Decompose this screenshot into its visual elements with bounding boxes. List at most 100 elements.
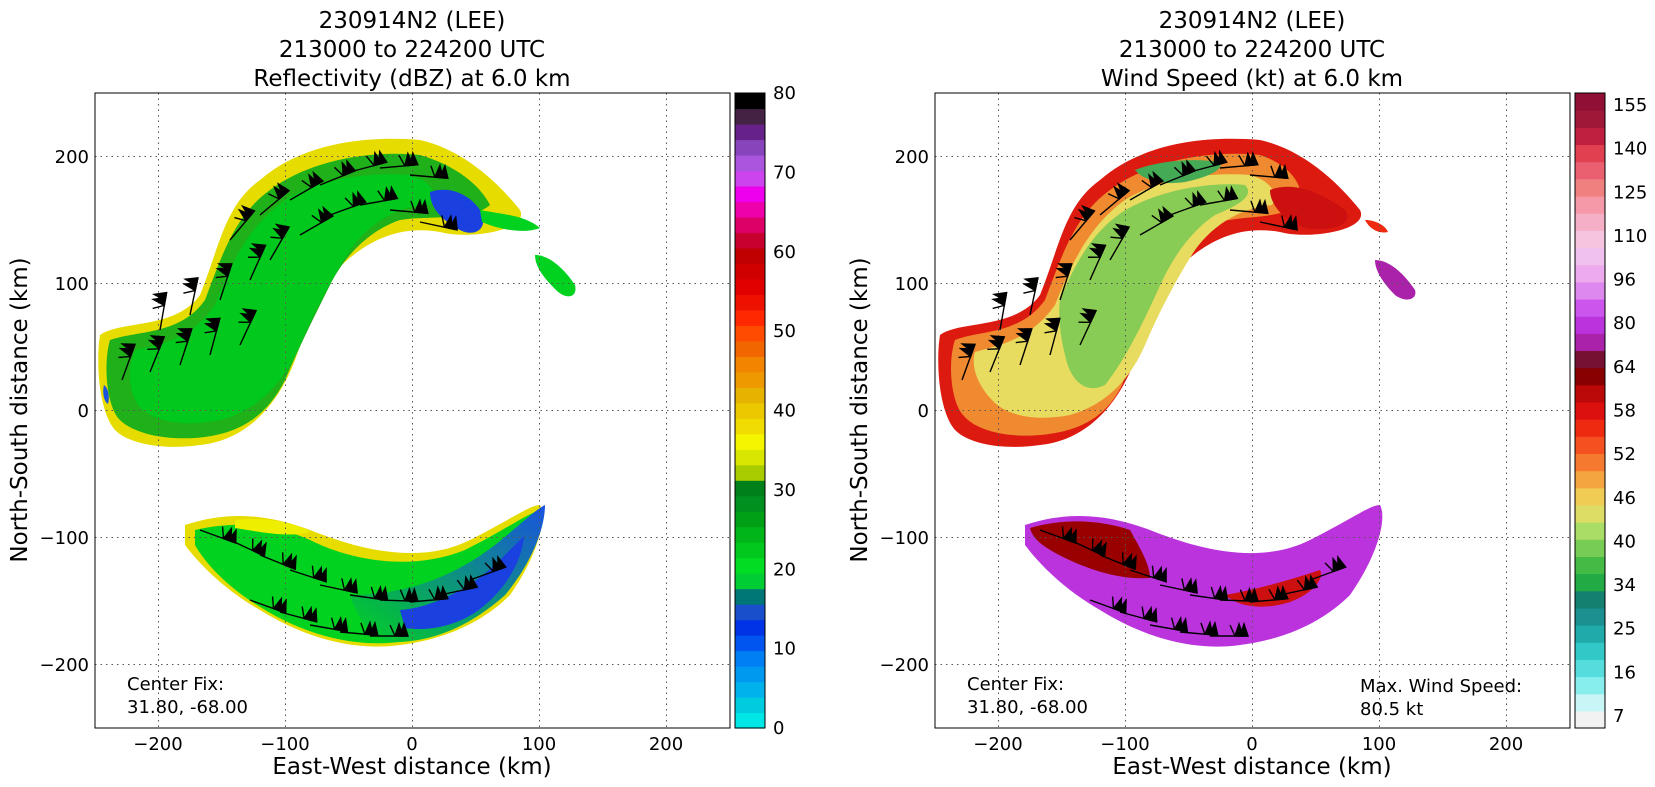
reflectivity-colorbar-band — [735, 247, 765, 264]
wind-barb — [1219, 586, 1259, 603]
wind-barb — [1022, 277, 1039, 316]
reflectivity-south-band-deepblue — [400, 536, 524, 630]
wind-speed-ytick: 200 — [895, 147, 929, 168]
wind-barb — [203, 317, 221, 356]
wind-barb — [279, 605, 318, 623]
wind-speed-colorbar-labels: 7 16 25 34 40 46 52 58 64 80 96 110 125 140 155 — [1613, 95, 1647, 727]
wind-speed-colorbar-band — [1575, 539, 1605, 557]
reflectivity-north-isolated-cell — [535, 255, 576, 297]
reflectivity-colorbar — [735, 93, 765, 729]
wind-barb — [118, 343, 136, 381]
wind-barb — [1219, 150, 1259, 169]
reflectivity-colorbar-band — [735, 495, 765, 512]
reflectivity-colorbar-band — [735, 433, 765, 450]
wind-speed-colorbar-band — [1575, 178, 1605, 197]
wind-barb — [1078, 308, 1098, 346]
wind-barb — [469, 555, 507, 581]
wind-speed-title: 230914N2 (LEE) 213000 to 224200 UTC Wind… — [1101, 8, 1403, 92]
wind-barb — [249, 596, 287, 614]
reflectivity-center-fix-line-2: 31.80, -68.00 — [127, 697, 248, 718]
wind-barb — [1139, 205, 1175, 236]
wind-speed-colorbar-band — [1575, 470, 1605, 489]
wind-barb — [1149, 616, 1189, 633]
reflectivity-xtick: 200 — [649, 734, 683, 755]
reflectivity-title-line-1: 230914N2 (LEE) — [319, 8, 506, 34]
wind-speed-colorbar — [1575, 93, 1605, 729]
reflectivity-colorbar-band — [735, 511, 765, 528]
wind-barb — [259, 552, 297, 571]
reflectivity-colorbar-band — [735, 635, 765, 652]
wind-barb — [1179, 620, 1219, 637]
wind-barb — [1109, 223, 1131, 261]
wind-speed-colorbar-label: 7 — [1613, 706, 1624, 727]
reflectivity-center-fix-annotation: Center Fix: 31.80, -68.00 — [127, 674, 248, 718]
wind-speed-north-isolated-red — [1365, 220, 1388, 233]
reflectivity-ytick: −100 — [40, 528, 89, 549]
wind-barb — [1309, 555, 1347, 581]
reflectivity-colorbar-label: 20 — [773, 559, 796, 580]
wind-barb — [439, 574, 479, 596]
reflectivity-colorbar-band — [735, 201, 765, 218]
wind-barb — [319, 577, 358, 594]
wind-barb — [229, 538, 267, 558]
wind-barb — [309, 616, 349, 633]
wind-speed-colorbar-band — [1575, 127, 1605, 146]
wind-barb — [1043, 317, 1061, 356]
wind-speed-colorbar-band — [1575, 504, 1605, 523]
wind-speed-colorbar-label: 64 — [1613, 357, 1636, 378]
wind-barb — [175, 328, 193, 366]
wind-barb — [379, 586, 419, 603]
wind-speed-colorbar-label: 34 — [1613, 575, 1636, 596]
wind-barb — [289, 565, 327, 583]
wind-speed-colorbar-band — [1575, 247, 1605, 266]
wind-barb — [409, 584, 449, 603]
wind-speed-title-line-2: 213000 to 224200 UTC — [1119, 37, 1385, 63]
wind-speed-colorbar-band — [1575, 316, 1605, 334]
reflectivity-colorbar-band — [735, 154, 765, 172]
reflectivity-colorbar-band — [735, 480, 765, 497]
reflectivity-colorbar-band — [735, 681, 765, 698]
wind-speed-colorbar-band — [1575, 213, 1605, 231]
wind-speed-y-axis-label: North-South distance (km) — [847, 257, 873, 562]
reflectivity-colorbar-band — [735, 697, 765, 714]
wind-speed-colorbar-band — [1575, 590, 1605, 609]
reflectivity-colorbar-band — [735, 418, 765, 435]
reflectivity-north-blue-patch — [430, 189, 484, 233]
reflectivity-field — [95, 93, 730, 728]
reflectivity-title: 230914N2 (LEE) 213000 to 224200 UTC Refl… — [253, 8, 570, 92]
wind-speed-colorbar-band — [1575, 195, 1605, 214]
wind-speed-center-fix-line-1: Center Fix: — [967, 674, 1064, 695]
wind-speed-colorbar-label: 58 — [1613, 401, 1636, 422]
wind-speed-colorbar-label: 80 — [1613, 313, 1636, 334]
wind-barb — [389, 198, 429, 215]
wind-barb — [1249, 584, 1289, 603]
wind-barb — [269, 223, 291, 261]
reflectivity-ytick: 200 — [55, 147, 89, 168]
reflectivity-panel: 230914N2 (LEE) 213000 to 224200 UTC Refl… — [7, 8, 796, 780]
reflectivity-colorbar-band — [735, 309, 765, 326]
reflectivity-colorbar-band — [735, 604, 765, 621]
wind-speed-colorbar-band — [1575, 230, 1605, 249]
wind-speed-colorbar-band — [1575, 350, 1605, 369]
wind-speed-colorbar-band — [1575, 676, 1605, 695]
reflectivity-colorbar-band — [735, 619, 765, 636]
reflectivity-colorbar-band — [735, 278, 765, 295]
reflectivity-colorbar-band — [735, 170, 765, 187]
wind-speed-ytick: 0 — [918, 401, 929, 422]
wind-speed-colorbar-band — [1575, 367, 1605, 386]
wind-barb — [1099, 552, 1137, 571]
wind-speed-colorbar-band — [1575, 625, 1605, 643]
wind-speed-colorbar-band — [1575, 710, 1605, 729]
reflectivity-ytick: 0 — [78, 401, 89, 422]
wind-barb — [359, 185, 399, 206]
reflectivity-colorbar-band — [735, 557, 765, 574]
reflectivity-north-west-blue — [103, 385, 109, 404]
reflectivity-colorbar-band — [735, 542, 765, 559]
max-wind-speed-line-1: Max. Wind Speed: — [1360, 676, 1522, 697]
reflectivity-colorbar-frame — [734, 92, 766, 729]
wind-speed-colorbar-band — [1575, 333, 1605, 352]
reflectivity-x-axis-label: East-West distance (km) — [272, 754, 551, 780]
wind-speed-colorbar-band — [1575, 659, 1605, 678]
wind-speed-colorbar-band — [1575, 556, 1605, 575]
wind-barb — [1279, 574, 1319, 596]
